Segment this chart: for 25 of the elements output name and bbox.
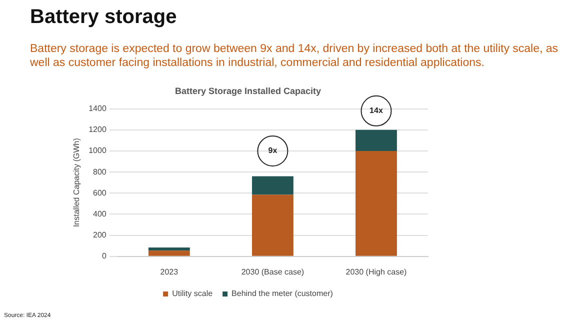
- y-axis-title: Installed Capacity (GWh): [72, 138, 82, 228]
- text: Battery Storage Installed Capacity: [174, 86, 322, 96]
- y-tick-label: 600: [93, 188, 107, 198]
- y-tick-label: 400: [93, 209, 107, 218]
- x-tick-label: 2030 (Base case): [241, 267, 304, 276]
- bar: [148, 250, 190, 256]
- bar: [148, 247, 190, 251]
- chart-subtitle: Battery storage is expected to grow between 9x and 14x, driven by increased both at the utility scale, as well as customer facing installations in industrial, commercial and residential applications.: [30, 42, 560, 70]
- annotation: 9x: [268, 146, 278, 156]
- bar: [252, 176, 294, 195]
- y-tick-label: 1200: [88, 125, 107, 134]
- y-tick-label: 800: [93, 167, 107, 176]
- x-tick-label: 2030 (High case): [346, 267, 408, 276]
- bar: [356, 130, 397, 151]
- annotation: 14x: [370, 106, 384, 116]
- y-tick-label: 0: [102, 252, 107, 261]
- x-tick-label: 2023: [160, 267, 179, 276]
- chart-title: Battery storage: [30, 6, 177, 29]
- y-tick-label: 200: [93, 230, 107, 240]
- legend-label: Behind the meter (customer): [232, 289, 334, 298]
- y-tick-label: 1000: [88, 146, 107, 156]
- bar: [252, 194, 294, 256]
- y-tick-label: 1400: [88, 104, 107, 114]
- legend-label: Utility scale: [172, 289, 214, 298]
- bar: [356, 150, 397, 256]
